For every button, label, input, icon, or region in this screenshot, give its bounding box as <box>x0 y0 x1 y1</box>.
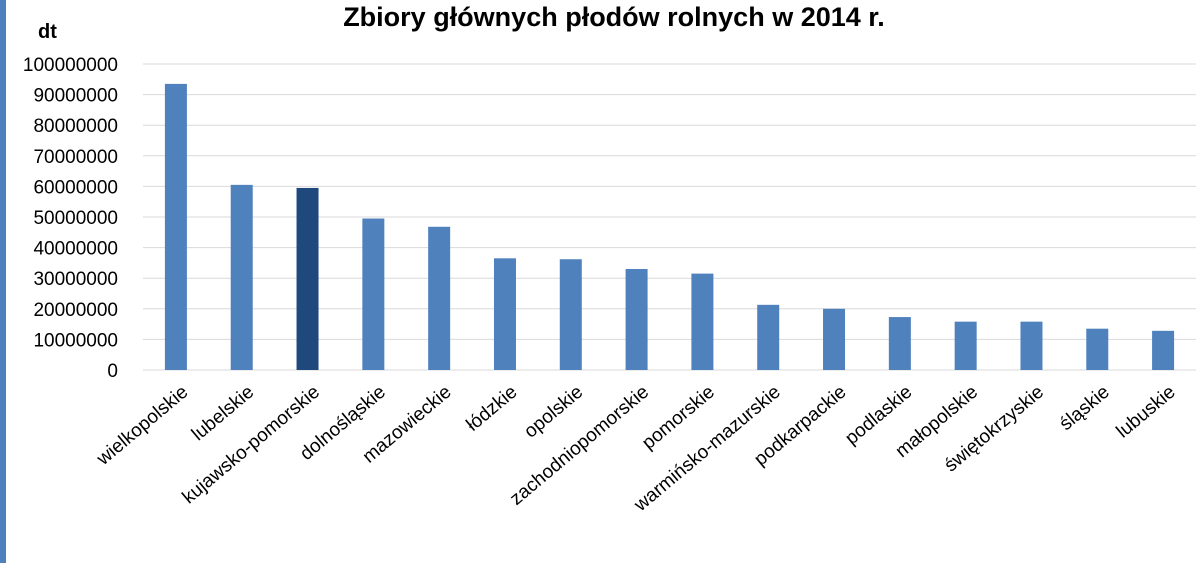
bar-9 <box>757 304 780 370</box>
bar-8 <box>691 273 714 370</box>
bar-2 <box>296 187 319 370</box>
y-tick-label: 20000000 <box>33 300 118 321</box>
bar-13 <box>1020 321 1043 370</box>
y-tick-label: 100000000 <box>23 55 118 76</box>
y-axis-tick-labels: 0 10000000 20000000 30000000 40000000 5000000… <box>23 55 118 382</box>
y-tick-label: 90000000 <box>33 86 118 107</box>
y-axis-unit-label: dt <box>38 21 57 43</box>
bar-1 <box>230 184 253 370</box>
bar-14 <box>1086 328 1109 370</box>
y-tick-label: 30000000 <box>33 269 118 290</box>
bar-6 <box>559 259 582 370</box>
y-tick-label: 0 <box>107 361 118 382</box>
bar-10 <box>823 308 846 370</box>
chart-title: Zbiory głównych płodów rolnych w 2014 r. <box>343 2 885 32</box>
bar-11 <box>888 317 911 370</box>
y-tick-label: 80000000 <box>33 116 118 137</box>
x-category-label: łódzkie <box>463 382 522 436</box>
bars <box>164 83 1175 370</box>
chart-left-border <box>0 0 6 563</box>
x-category-label: śląskie <box>1056 382 1114 435</box>
y-tick-label: 40000000 <box>33 239 118 260</box>
x-category-label: wielkopolskie <box>92 382 192 471</box>
x-category-label: lubuskie <box>1113 382 1180 443</box>
x-axis-category-labels: wielkopolskielubelskiekujawsko-pomorskie… <box>92 382 1179 517</box>
y-tick-label: 10000000 <box>33 330 118 351</box>
y-tick-label: 70000000 <box>33 147 118 168</box>
bar-12 <box>954 321 977 370</box>
y-tick-label: 60000000 <box>33 177 118 198</box>
bar-3 <box>362 218 385 370</box>
bar-7 <box>625 269 648 370</box>
y-tick-label: 50000000 <box>33 208 118 229</box>
bar-0 <box>164 83 187 370</box>
bar-5 <box>493 258 516 370</box>
bar-15 <box>1152 330 1175 370</box>
bar-4 <box>428 226 451 370</box>
